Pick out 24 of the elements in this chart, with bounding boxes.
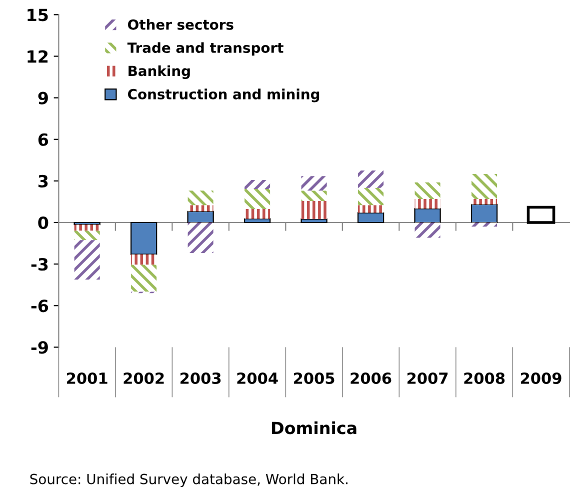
y-tick-label: 9 bbox=[38, 92, 48, 104]
x-tick-label: 2001 bbox=[67, 372, 108, 384]
y-tick-label: -9 bbox=[31, 341, 48, 354]
legend-label: Trade and transport bbox=[127, 42, 284, 56]
x-tick-label: 2009 bbox=[520, 372, 562, 384]
x-tick-label: 2004 bbox=[237, 372, 278, 384]
legend-label: Construction and mining bbox=[128, 88, 320, 102]
x-tick-label: 2008 bbox=[464, 372, 505, 384]
legend-label: Banking bbox=[128, 65, 190, 79]
y-tick-label: 15 bbox=[28, 8, 48, 22]
y-tick-label: 3 bbox=[38, 174, 48, 188]
legend-label: Other sectors bbox=[128, 19, 234, 30]
x-axis-title: Dominica bbox=[272, 421, 356, 434]
y-tick-label: -6 bbox=[31, 300, 48, 312]
y-tick-label: 6 bbox=[38, 133, 48, 146]
y-tick-label: -3 bbox=[31, 258, 48, 271]
x-tick-label: 2002 bbox=[124, 372, 164, 384]
source-note: Source: Unified Survey database, World Bank. bbox=[30, 474, 348, 487]
x-tick-label: 2007 bbox=[407, 372, 448, 384]
x-tick-label: 2006 bbox=[350, 372, 392, 384]
x-tick-label: 2005 bbox=[294, 372, 334, 384]
y-tick-label: 12 bbox=[28, 50, 48, 63]
x-tick-label: 2003 bbox=[180, 372, 221, 384]
y-tick-label: 0 bbox=[38, 216, 48, 230]
